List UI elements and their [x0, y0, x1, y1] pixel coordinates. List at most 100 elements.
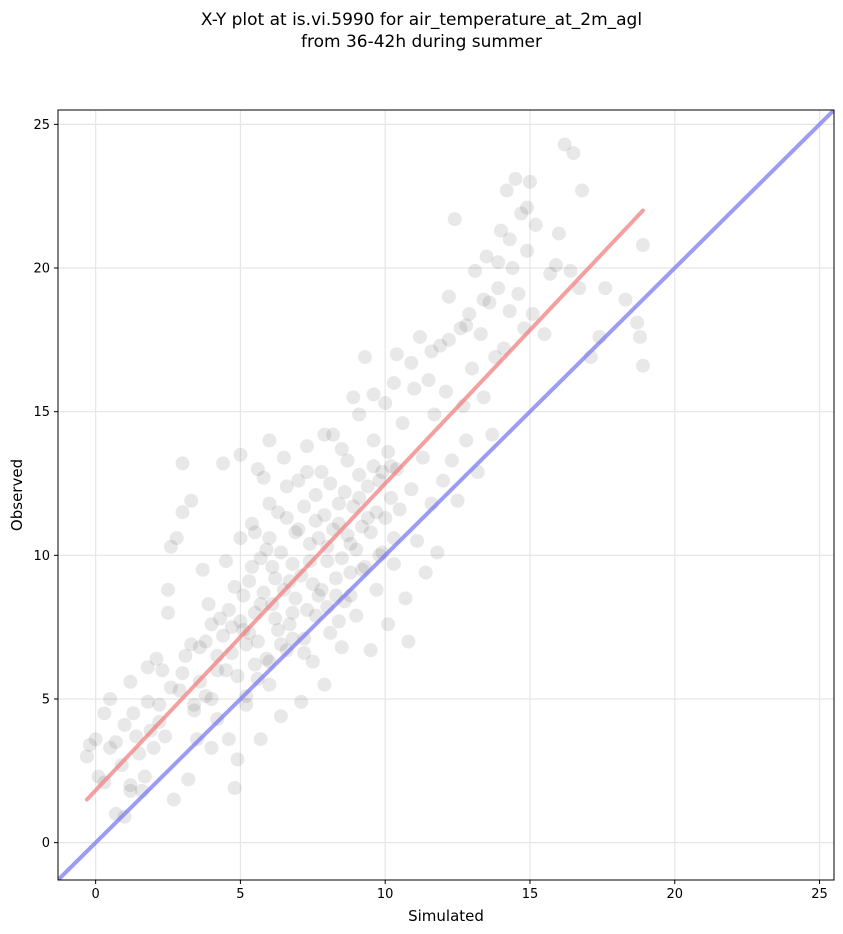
- scatter-point: [383, 490, 398, 505]
- scatter-point: [520, 200, 535, 215]
- chart-title-line-2: from 36-42h during summer: [301, 32, 542, 52]
- scatter-point: [502, 232, 517, 247]
- scatter-point: [184, 493, 199, 508]
- scatter-point: [543, 266, 558, 281]
- scatter-point: [314, 582, 329, 597]
- scatter-point: [291, 473, 306, 488]
- scatter-point: [213, 611, 228, 626]
- scatter-point: [320, 554, 335, 569]
- scatter-point: [334, 640, 349, 655]
- scatter-point: [491, 255, 506, 270]
- scatter-point: [514, 206, 529, 221]
- scatter-point: [265, 559, 280, 574]
- scatter-point: [346, 390, 361, 405]
- scatter-point: [204, 617, 219, 632]
- scatter-point: [337, 485, 352, 500]
- scatter-point: [146, 740, 161, 755]
- scatter-point: [482, 295, 497, 310]
- scatter-point: [317, 427, 332, 442]
- scatter-point: [239, 637, 254, 652]
- scatter-point: [152, 697, 167, 712]
- y-tick-label: 5: [42, 692, 50, 707]
- scatter-point: [375, 465, 390, 480]
- scatter-point: [291, 522, 306, 537]
- scatter-point: [288, 525, 303, 540]
- scatter-point: [259, 651, 274, 666]
- scatter-point: [181, 772, 196, 787]
- scatter-point: [250, 634, 265, 649]
- scatter-point: [395, 416, 410, 431]
- scatter-point: [363, 525, 378, 540]
- scatter-point: [369, 582, 384, 597]
- scatter-point: [184, 637, 199, 652]
- identity-line: [58, 110, 834, 880]
- scatter-point: [123, 783, 138, 798]
- x-tick-label: 25: [811, 887, 828, 902]
- scatter-point: [525, 306, 540, 321]
- scatter-point: [389, 347, 404, 362]
- scatter-point: [575, 183, 590, 198]
- scatter-point: [360, 479, 375, 494]
- scatter-point: [166, 792, 181, 807]
- scatter-point: [334, 442, 349, 457]
- scatter-point: [175, 666, 190, 681]
- scatter-point: [476, 390, 491, 405]
- scatter-point: [256, 585, 271, 600]
- scatter-point: [103, 691, 118, 706]
- scatter-point: [505, 261, 520, 276]
- scatter-point: [424, 344, 439, 359]
- scatter-point: [430, 545, 445, 560]
- scatter-point: [198, 634, 213, 649]
- fit-line: [84, 208, 645, 802]
- scatter-point: [192, 640, 207, 655]
- scatter-point: [117, 809, 132, 824]
- scatter-point: [276, 450, 291, 465]
- scatter-point: [340, 453, 355, 468]
- scatter-point: [381, 444, 396, 459]
- scatter-point: [262, 531, 277, 546]
- scatter-point: [314, 465, 329, 480]
- scatter-point: [175, 456, 190, 471]
- scatter-point: [412, 329, 427, 344]
- scatter-point: [630, 315, 645, 330]
- scatter-point: [444, 453, 459, 468]
- scatter-point: [285, 556, 300, 571]
- scatter-point: [502, 304, 517, 319]
- scatter-point: [635, 358, 650, 373]
- scatter-point: [317, 677, 332, 692]
- scatter-point: [247, 525, 262, 540]
- scatter-point: [378, 510, 393, 525]
- scatter-point: [551, 226, 566, 241]
- scatter-point: [386, 556, 401, 571]
- scatter-point: [187, 703, 202, 718]
- scatter-point: [204, 740, 219, 755]
- scatter-point: [282, 574, 297, 589]
- scatter-point: [418, 565, 433, 580]
- scatter-point: [198, 689, 213, 704]
- scatter-point: [308, 488, 323, 502]
- scatter-point: [485, 427, 500, 442]
- scatter-point: [123, 778, 138, 793]
- scatter-point: [253, 551, 268, 566]
- scatter-point: [300, 465, 315, 480]
- scatter-point: [349, 608, 364, 623]
- x-tick-label: 0: [92, 887, 100, 902]
- scatter-point: [189, 732, 204, 747]
- scatter-point: [297, 499, 312, 514]
- scatter-point: [323, 625, 338, 640]
- scatter-point: [158, 729, 173, 744]
- y-tick-label: 25: [33, 118, 50, 133]
- scatter-point: [137, 769, 152, 784]
- scatter-point: [305, 654, 320, 669]
- scatter-point: [433, 338, 448, 353]
- x-tick-label: 15: [522, 887, 539, 902]
- scatter-point: [459, 318, 474, 333]
- y-tick-label: 10: [33, 549, 50, 564]
- y-tick-label: 0: [42, 836, 50, 851]
- scatter-point: [537, 327, 552, 342]
- scatter-point: [436, 473, 451, 488]
- scatter-point: [343, 536, 358, 551]
- scatter-point: [161, 582, 176, 597]
- grid-lines: [58, 110, 834, 880]
- scatter-point: [441, 289, 456, 304]
